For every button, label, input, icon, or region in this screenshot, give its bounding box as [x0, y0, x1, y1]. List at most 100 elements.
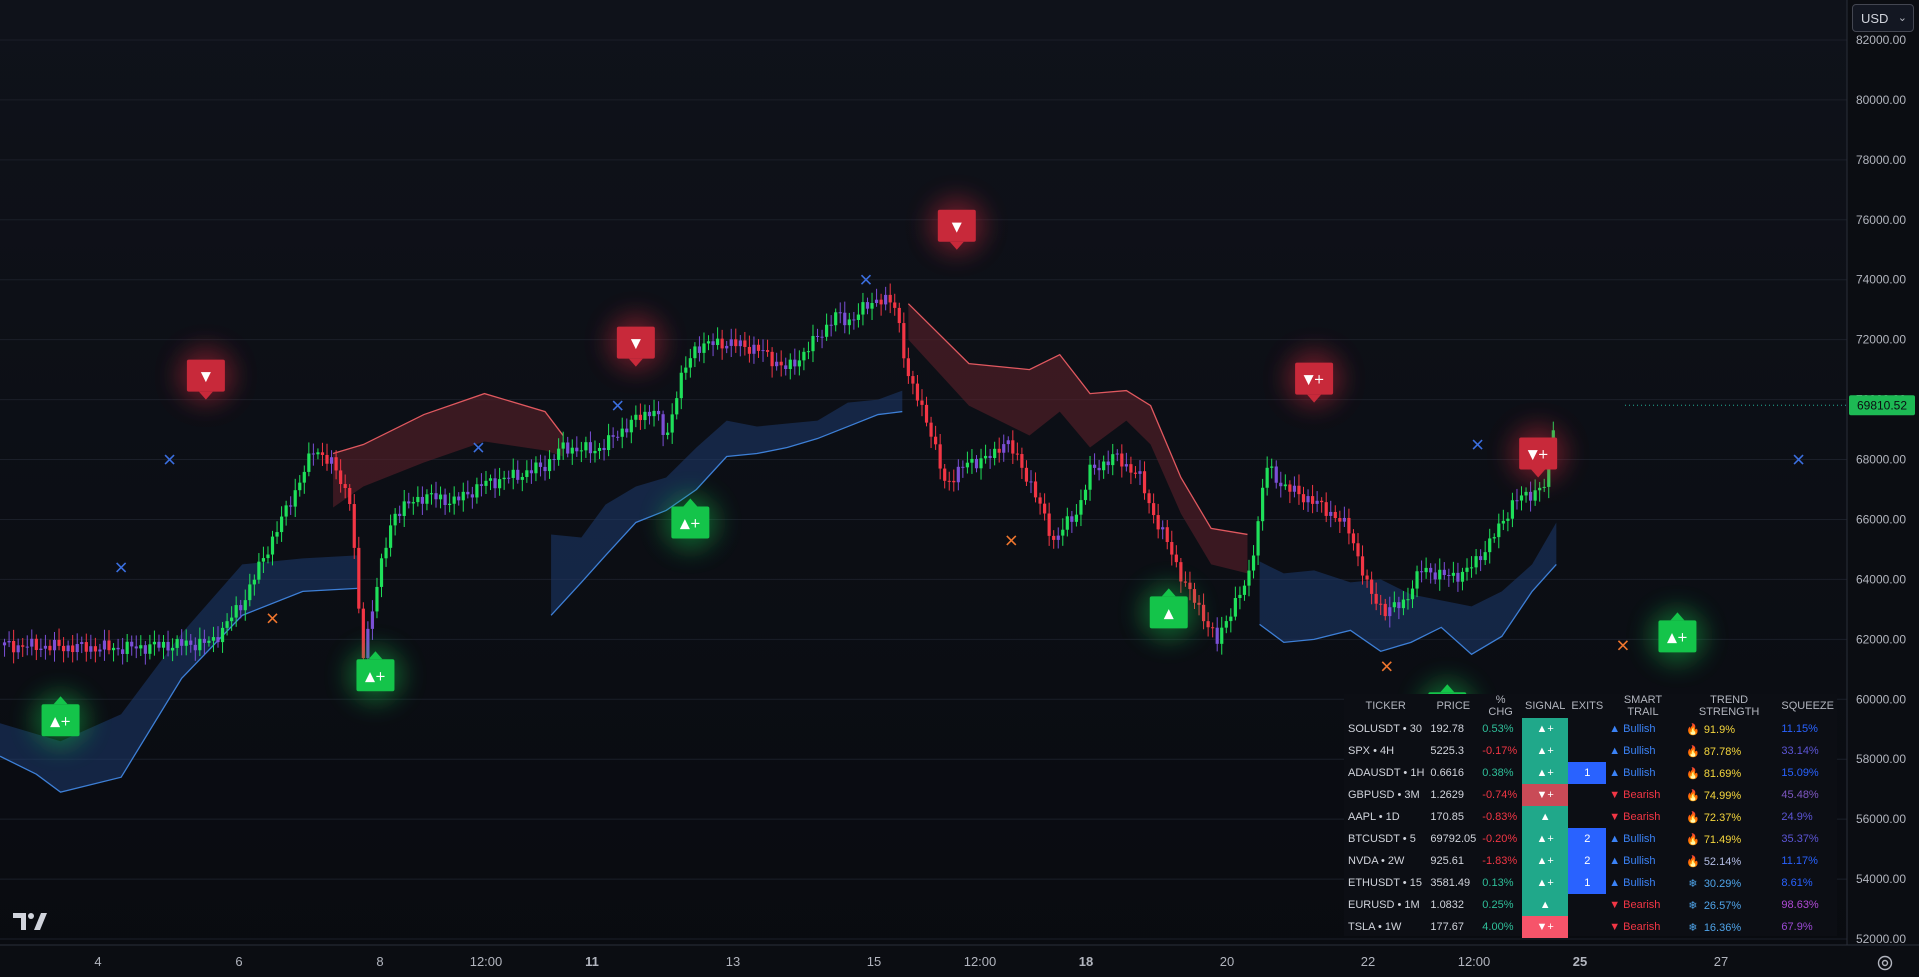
candle: [1410, 588, 1415, 600]
candle: [1524, 491, 1528, 496]
exit-stroke: [1793, 454, 1804, 465]
candle: [1201, 604, 1206, 622]
sell-signal-label[interactable]: ▼: [177, 347, 234, 404]
candle: [1324, 502, 1328, 516]
fire-icon: 🔥: [1685, 745, 1700, 758]
candle: [484, 480, 488, 486]
sell-signal-label[interactable]: ▼+: [1510, 425, 1567, 482]
price-tick-label: 68000.00: [1856, 453, 1906, 467]
bull-band-fill: [551, 390, 903, 616]
candle: [66, 645, 70, 652]
candle: [407, 501, 411, 504]
candle: [1033, 481, 1038, 498]
smart-trail-bear-band: [332, 303, 1248, 574]
table-row[interactable]: TSLA • 1W 177.67 4.00% ▼+ ▼ Bearish ❄ 16.36% 67…: [1344, 916, 1837, 938]
signal-pointer: [1161, 588, 1176, 597]
price-cell: 1.2629: [1430, 789, 1465, 801]
candle: [929, 422, 933, 437]
squeeze-cell: 11.15%: [1781, 723, 1818, 735]
squeeze-cell: 33.14%: [1781, 745, 1819, 757]
table-row[interactable]: ETHUSDT • 15 3581.49 0.13% ▲+ 1 ▲ Bullish ❄ 30.…: [1344, 872, 1837, 894]
chevron-down-icon: ⌄: [1897, 12, 1907, 24]
candle: [579, 450, 583, 452]
candle: [329, 457, 334, 464]
candle: [448, 503, 452, 506]
candle: [1029, 481, 1033, 483]
table-row[interactable]: GBPUSD • 3M 1.2629 -0.74% ▼+ ▼ Bearish 🔥 74.99…: [1344, 784, 1837, 806]
signal-cell: ▲+: [1522, 850, 1569, 872]
signal-text: ▼: [201, 370, 211, 385]
candle: [1370, 579, 1374, 594]
sell-signal-label[interactable]: ▼: [607, 314, 664, 371]
table-row[interactable]: BTCUSDT • 5 69792.05 -0.20% ▲+ 2 ▲ Bullish 🔥 71…: [1344, 828, 1837, 850]
candle: [584, 442, 588, 451]
fire-icon: 🔥: [1685, 723, 1700, 736]
exits-cell: [1568, 894, 1606, 916]
buy-signal-label[interactable]: ▲: [1140, 584, 1197, 641]
buy-signal-label[interactable]: ▲+: [347, 647, 404, 704]
table-row[interactable]: NVDA • 2W 925.61 -1.83% ▲+ 2 ▲ Bullish 🔥 52.14%…: [1344, 850, 1837, 872]
candle: [820, 336, 824, 338]
table-row[interactable]: SPX • 4H 5225.3 -0.17% ▲+ ▲ Bullish 🔥 87.78% 33…: [1344, 740, 1837, 762]
signal-box: [616, 326, 655, 359]
candle: [861, 302, 865, 315]
candle: [884, 294, 888, 305]
candle: [974, 458, 979, 469]
buy-signal-label[interactable]: ▲+: [1649, 608, 1706, 665]
price-axis-bg: [1847, 0, 1919, 977]
buy-signal-label[interactable]: ▲+: [662, 494, 719, 551]
candle: [1047, 513, 1051, 536]
time-tick-label: 27: [1714, 954, 1728, 969]
candle: [1070, 516, 1074, 522]
price-cell: 69792.05: [1430, 833, 1477, 845]
candle: [566, 442, 570, 454]
exits-cell: 2: [1568, 828, 1607, 850]
exit-stroke: [1617, 640, 1629, 651]
candle: [1052, 535, 1056, 540]
candle: [61, 645, 66, 652]
smart-trail-cell: ▼ Bearish: [1609, 921, 1661, 933]
candle: [357, 547, 361, 609]
candle: [1460, 571, 1465, 582]
sell-signal-label[interactable]: ▼+: [1286, 350, 1343, 407]
price-tick-label: 58000.00: [1856, 752, 1906, 766]
candle: [230, 617, 234, 622]
ticker-cell: ADAUSDT • 1H: [1348, 767, 1425, 779]
candle: [1306, 496, 1310, 503]
candle: [834, 312, 838, 326]
candle: [747, 346, 751, 354]
candle: [775, 361, 779, 367]
candle: [788, 359, 792, 370]
gear-icon[interactable]: [1874, 952, 1896, 974]
signal-pointer: [53, 696, 68, 705]
tradingview-logo: [13, 913, 47, 930]
candle: [180, 639, 184, 646]
candle: [1097, 467, 1101, 471]
table-row[interactable]: EURUSD • 1M 1.0832 0.25% ▲ ▼ Bearish ❄ 26.57% 9…: [1344, 894, 1837, 916]
table-row[interactable]: ADAUSDT • 1H 0.6616 0.38% ▲+ 1 ▲ Bullish 🔥 81.6…: [1344, 762, 1837, 784]
exits-cell: 1: [1568, 762, 1607, 784]
candle: [302, 471, 306, 483]
candle: [666, 432, 670, 435]
candle: [1256, 521, 1260, 556]
candle: [1442, 569, 1446, 576]
candle: [684, 367, 688, 373]
signal-cell: ▲: [1522, 806, 1569, 828]
table-row[interactable]: SOLUSDT • 30 192.78 0.53% ▲+ ▲ Bullish 🔥 91.9%…: [1344, 718, 1837, 740]
candle: [1351, 533, 1356, 544]
candle: [184, 640, 188, 646]
buy-signal-label[interactable]: ▲+: [32, 692, 89, 749]
sell-signal-label[interactable]: ▼: [928, 197, 985, 254]
last-price-label: 69810.52: [1857, 398, 1907, 412]
table-row[interactable]: AAPL • 1D 170.85 -0.83% ▲ ▼ Bearish 🔥 72.37% 24…: [1344, 806, 1837, 828]
currency-select[interactable]: USD ⌄: [1852, 4, 1914, 32]
price-tick-label: 62000.00: [1856, 632, 1906, 646]
candle: [1152, 503, 1156, 516]
candle: [293, 490, 297, 507]
trend-strength-cell: 🔥 91.9%: [1680, 718, 1779, 740]
candle: [1279, 482, 1283, 487]
candle: [393, 513, 397, 526]
candle: [561, 442, 565, 449]
